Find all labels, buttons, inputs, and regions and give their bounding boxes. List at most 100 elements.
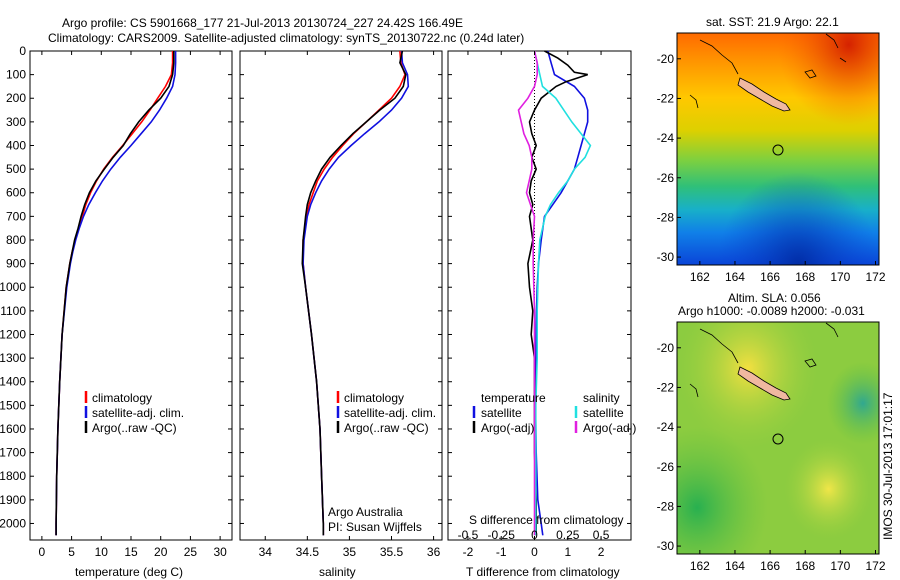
x-tick-label: 35: [343, 545, 357, 559]
sst-cold-patch: [677, 33, 879, 265]
map-lat-label: -26: [657, 460, 675, 474]
depth-tick-label: 1900: [0, 493, 26, 507]
coastline: [689, 33, 847, 109]
map-lon-label: 162: [690, 270, 710, 284]
legend-label-sal-satellite: satellite: [583, 406, 624, 420]
depth-tick-label: 1800: [0, 469, 26, 483]
sla-map-title-line2: Argo h1000: -0.0089 h2000: -0.031: [678, 304, 865, 318]
temperature-panel-frame: [29, 50, 233, 541]
x-tick-label: 10: [95, 545, 109, 559]
series-line-argo-raw-qc: [301, 50, 407, 536]
depth-tick-label: 400: [6, 138, 26, 152]
map-lat-label: -28: [657, 210, 675, 224]
legend-label-temp-satellite: satellite: [481, 406, 522, 420]
sla-map-axes: 162 164 166 168 170 172 -20 -22 -24 -26 -28 -30: [657, 341, 886, 573]
sst-map-axes: 162 164 166 168 170 172 -20 -22 -24 -26 -28 -30: [657, 52, 886, 284]
depth-tick-label: 500: [6, 162, 26, 176]
depth-tick-label: 1500: [0, 398, 26, 412]
salinity-axis-label: salinity: [319, 565, 356, 579]
legend-label-climatology: climatology: [344, 391, 404, 405]
map-lat-label: -24: [657, 131, 675, 145]
depth-tick-label: 1000: [0, 280, 26, 294]
map-lon-label: 172: [865, 270, 885, 284]
depth-tick-label: 700: [6, 209, 26, 223]
temperature-profile-chart: 0 5 10 15 20 25 30: [39, 51, 227, 559]
difference-legend: temperature satellite Argo(-adj) salinit…: [472, 391, 636, 435]
depth-tick-label: 300: [6, 115, 26, 129]
sla-teal-patch: [677, 322, 879, 554]
legend-label-sal-argo: Argo(-adj): [583, 421, 636, 435]
map-lon-label: 162: [690, 559, 710, 573]
x-tick-label: 36: [427, 545, 441, 559]
new-caledonia-land: [737, 77, 791, 112]
depth-tick-label: 1200: [0, 327, 26, 341]
temperature-axis-label: temperature (deg C): [75, 565, 183, 579]
x-tick-label: 34: [259, 545, 273, 559]
depth-tick-label: 600: [6, 186, 26, 200]
s-difference-label: S difference from climatology: [469, 513, 624, 527]
argo-location-marker: [772, 144, 784, 156]
x-tick-label: 20: [154, 545, 168, 559]
x-tick-label: 25: [184, 545, 198, 559]
depth-tick-label: 200: [6, 91, 26, 105]
depth-tick-label: 0: [19, 44, 26, 58]
map-lat-label: -22: [657, 380, 675, 394]
salinity-legend: climatology satellite-adj. clim. Argo(..…: [336, 391, 436, 435]
sla-map-frame: [676, 321, 880, 555]
t-difference-axis-label: T difference from climatology: [466, 565, 620, 579]
s-tick-label: -0.25: [488, 528, 516, 542]
coastline: [689, 322, 839, 398]
sla-map: [676, 321, 880, 555]
x-tick-label: 5: [68, 545, 75, 559]
map-lat-label: -30: [657, 250, 675, 264]
depth-tick-label: 900: [6, 257, 26, 271]
map-lat-label: -26: [657, 171, 675, 185]
legend-label-satellite: satellite-adj. clim.: [92, 406, 184, 420]
depth-tick-label: 1300: [0, 351, 26, 365]
depth-tick-label: 2000: [0, 516, 26, 530]
depth-tick-label: 1600: [0, 422, 26, 436]
difference-profile-chart: -2 -1 0 1 2: [463, 50, 605, 559]
sst-map-title: sat. SST: 21.9 Argo: 22.1: [706, 15, 839, 29]
figure-title-line1: Argo profile: CS 5901668_177 21-Jul-2013…: [62, 16, 463, 30]
map-lon-label: 168: [795, 559, 815, 573]
map-lon-label: 166: [760, 270, 780, 284]
salinity-panel-frame: [239, 50, 443, 541]
map-lon-label: 168: [795, 270, 815, 284]
s-tick-label: 0.25: [556, 528, 580, 542]
map-lon-label: 164: [725, 270, 745, 284]
map-lon-label: 170: [830, 270, 850, 284]
s-tick-label: -0.5: [458, 528, 479, 542]
x-tick-label: -1: [496, 545, 507, 559]
legend-heading-temperature: temperature: [481, 391, 546, 405]
x-tick-label: 30: [213, 545, 227, 559]
map-lat-label: -30: [657, 539, 675, 553]
sst-map-frame: [676, 32, 880, 266]
legend-label-argo: Argo(..raw -QC): [344, 421, 429, 435]
map-lat-label: -20: [657, 341, 675, 355]
depth-tick-label: 1400: [0, 375, 26, 389]
map-lon-label: 164: [725, 559, 745, 573]
legend-heading-salinity: salinity: [583, 391, 620, 405]
figure-title-line2: Climatology: CARS2009. Satellite-adjuste…: [48, 31, 524, 45]
x-tick-label: 0: [39, 545, 46, 559]
sst-map: [676, 32, 880, 266]
x-tick-label: 2: [598, 545, 605, 559]
depth-axis: 0 100 200 300 400 500 600 700 800 900 1000 1100 1200…: [0, 44, 631, 530]
depth-tick-label: 800: [6, 233, 26, 247]
x-tick-label: 35.5: [380, 545, 404, 559]
salinity-profile-chart: 34 34.5 35 35.5 36: [259, 50, 441, 559]
map-lon-label: 166: [760, 559, 780, 573]
pi-annotation: PI: Susan Wijffels: [328, 520, 422, 534]
new-caledonia-land: [737, 366, 791, 401]
difference-panel-frame: [447, 50, 632, 541]
series-line-salinity-satellite: [533, 50, 592, 536]
imos-timestamp: IMOS 30-Jul-2013 17:01:17: [881, 392, 895, 540]
legend-label-satellite: satellite-adj. clim.: [344, 406, 436, 420]
x-tick-label: -2: [463, 545, 474, 559]
temperature-legend: climatology satellite-adj. clim. Argo(..…: [84, 391, 184, 435]
map-lon-label: 172: [865, 559, 885, 573]
depth-tick-label: 1700: [0, 446, 26, 460]
legend-label-argo: Argo(..raw -QC): [92, 421, 177, 435]
argo-location-marker: [772, 433, 784, 445]
